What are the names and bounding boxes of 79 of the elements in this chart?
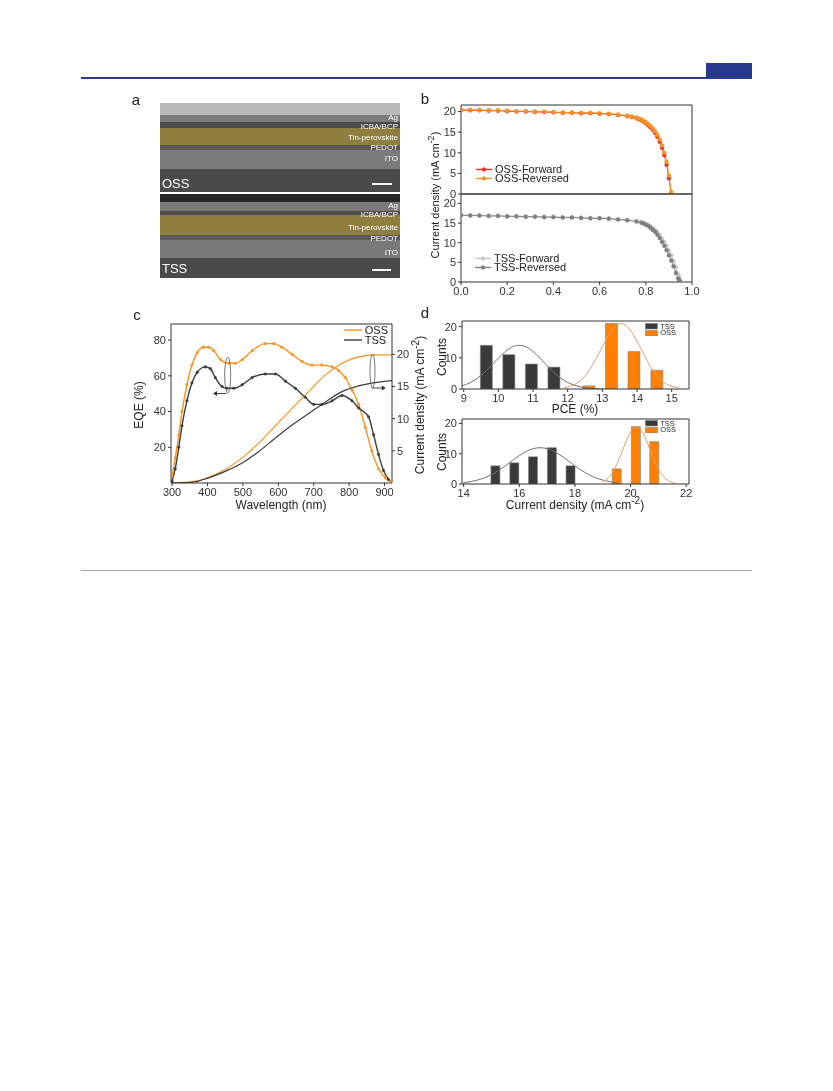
y2-tick-label: 5	[397, 444, 404, 457]
x-tick-label: 0.6	[591, 284, 608, 297]
line-series	[463, 447, 618, 484]
y-tick-label: 60	[153, 369, 166, 382]
text: a	[131, 90, 141, 109]
y-tick-label: 15	[443, 126, 456, 139]
x-axis-title: PCE (%)	[551, 402, 599, 417]
x-tick-label: 500	[233, 485, 253, 498]
legend-label: TSS-Forward	[494, 252, 560, 264]
bar	[631, 426, 641, 484]
x-tick-label: 14	[457, 486, 470, 499]
x-tick-label: 900	[375, 485, 394, 498]
bar	[611, 468, 622, 484]
y2-tick-label: 15	[397, 380, 410, 393]
y-tick-label: 20	[443, 197, 456, 210]
bar	[627, 351, 641, 389]
text: OSS	[162, 175, 190, 192]
x-tick-label: 400	[198, 485, 217, 498]
y2-tick-label: 10	[397, 412, 410, 425]
x-tick-label: 0.2	[499, 284, 515, 297]
x-axis-title: Wavelength (nm)	[235, 498, 327, 513]
text: Ag	[388, 112, 398, 122]
y-tick-label: 0	[450, 382, 457, 395]
x-tick-label: 18	[568, 486, 582, 499]
legend-label: OSS-Reversed	[495, 172, 569, 184]
text: ITO	[384, 247, 398, 258]
y-tick-label: 0	[449, 187, 456, 200]
y-tick-label: 20	[444, 417, 457, 430]
y-tick-label: 20	[443, 105, 456, 118]
y-tick-label: 0	[450, 477, 457, 490]
text: Tin-perovskite	[348, 222, 398, 233]
line-series	[563, 323, 680, 389]
legend-label: OSS-Forward	[495, 163, 563, 175]
y-tick-label: 80	[153, 333, 166, 346]
line-series	[602, 426, 676, 484]
y-tick-label: 0	[449, 275, 456, 288]
x-tick-label: 600	[269, 485, 288, 498]
x-tick-label: 16	[513, 486, 526, 499]
chart-title: c	[133, 305, 141, 324]
chart-title: d	[420, 303, 430, 322]
x-tick-label: 800	[339, 485, 359, 498]
x-tick-label: 0.8	[638, 284, 654, 297]
y-axis-title: EQE (%)	[132, 381, 146, 429]
bar	[649, 441, 660, 484]
bar	[650, 369, 664, 389]
x-tick-label: 11	[527, 391, 539, 404]
bar	[605, 323, 618, 389]
x-tick-label: 22	[680, 486, 693, 499]
x-tick-label: 1.0	[684, 284, 700, 297]
legend-label: OSS	[364, 323, 388, 336]
text: Tin-perovskite	[348, 132, 398, 143]
x-tick-label: 0.4	[545, 284, 562, 297]
x-tick-label: 9	[460, 391, 467, 404]
x-tick-label: 14	[630, 391, 644, 404]
x-tick-label: 300	[162, 485, 182, 498]
y-tick-label: 40	[153, 405, 166, 418]
y-tick-label: 10	[443, 236, 456, 249]
legend-label: TSS-Reversed	[494, 261, 567, 273]
x-tick-label: 10	[492, 391, 505, 404]
text: ITO	[384, 153, 398, 163]
text: Ag	[388, 200, 398, 210]
text: TSS	[162, 260, 188, 277]
y-tick-label: 20	[444, 320, 457, 333]
text: PEDOT	[370, 233, 398, 244]
y-tick-label: 10	[443, 146, 456, 159]
x-tick-label: 15	[665, 391, 678, 404]
x-tick-label: 13	[596, 391, 609, 404]
y-tick-label: 5	[449, 167, 456, 180]
legend-label: TSS	[364, 333, 387, 346]
chart-title: b	[420, 89, 430, 108]
text: ICBA/BCP	[360, 209, 398, 219]
x-tick-label: 12	[561, 391, 574, 404]
text: PEDOT	[370, 142, 398, 153]
y-tick-label: 5	[449, 256, 456, 269]
y2-tick-label: 20	[397, 348, 410, 361]
y-tick-label: 15	[443, 216, 456, 229]
y-tick-label: 20	[153, 441, 166, 454]
x-tick-label: 700	[304, 485, 323, 498]
text: ICBA/BCP	[360, 121, 398, 132]
